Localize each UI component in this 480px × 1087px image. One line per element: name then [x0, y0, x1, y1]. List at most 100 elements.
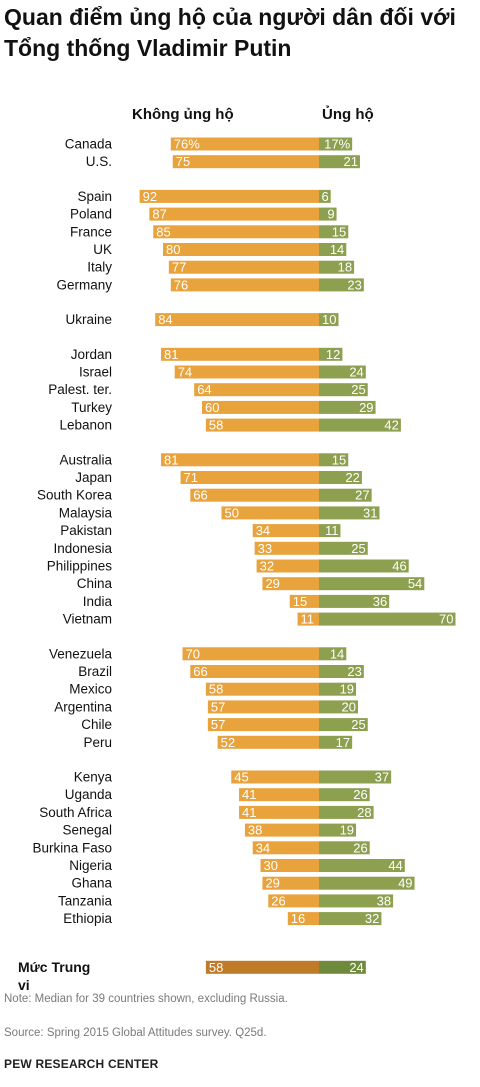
bar-oppose-lebanon — [205, 418, 319, 432]
country-label-chile: Chile — [81, 717, 112, 732]
value-oppose-japan: 71 — [184, 470, 198, 485]
bar-oppose-ghana — [262, 876, 319, 890]
value-support-tanzania: 38 — [377, 893, 391, 908]
bar-support-burkina-faso — [319, 841, 370, 855]
country-label-jordan: Jordan — [71, 347, 112, 362]
bar-support-nigeria — [319, 859, 405, 872]
value-oppose-nigeria: 30 — [264, 858, 278, 873]
country-label-south-africa: South Africa — [39, 805, 112, 820]
bar-oppose-argentina — [207, 700, 319, 714]
bar-oppose-indonesia — [254, 541, 319, 555]
bar-support-japan — [319, 471, 362, 484]
diverging-bar-chart: Canada 76% 17% U.S. 75 21 Spain 92 6 Poland 87 9 Fra… — [18, 137, 456, 990]
value-support-brazil: 23 — [347, 664, 361, 679]
bar-oppose-brazil — [190, 665, 319, 678]
value-oppose-vietnam: 11 — [301, 612, 315, 627]
value-oppose-jordan: 81 — [164, 347, 178, 362]
value-support-u-s: 21 — [343, 154, 357, 169]
value-support-canada: 17% — [324, 137, 350, 152]
bar-oppose-israel — [174, 365, 319, 379]
country-label-spain: Spain — [77, 189, 112, 204]
country-label-italy: Italy — [87, 260, 112, 275]
bar-support-germany — [319, 278, 364, 292]
value-support-mexico: 19 — [340, 682, 354, 697]
bar-support-median — [319, 960, 366, 974]
value-oppose-peru: 52 — [221, 735, 235, 750]
value-support-burkina-faso: 26 — [353, 840, 367, 855]
bar-oppose-canada — [170, 137, 319, 151]
country-label-canada: Canada — [65, 137, 113, 152]
bar-oppose-peru — [217, 735, 319, 749]
bar-support-canada — [319, 137, 353, 151]
country-label-senegal: Senegal — [62, 823, 112, 838]
bar-support-poland — [319, 207, 337, 221]
bar-oppose-spain — [139, 189, 319, 203]
value-oppose-malaysia: 50 — [225, 505, 239, 520]
value-support-poland: 9 — [327, 207, 334, 222]
median-label-line-1: Mức Trung — [18, 959, 90, 975]
bar-oppose-turkey — [202, 400, 319, 414]
bar-support-china — [319, 577, 425, 591]
country-label-peru: Peru — [83, 735, 112, 750]
bar-oppose-south-korea — [190, 488, 319, 502]
value-oppose-turkey: 60 — [205, 400, 219, 415]
value-oppose-mexico: 58 — [209, 682, 223, 697]
value-support-india: 36 — [373, 594, 387, 609]
value-support-malaysia: 31 — [363, 505, 377, 520]
country-label-nigeria: Nigeria — [69, 858, 112, 873]
bar-support-turkey — [319, 400, 376, 414]
country-label-uk: UK — [93, 242, 112, 257]
value-support-italy: 18 — [338, 260, 352, 275]
country-label-ghana: Ghana — [71, 876, 112, 891]
value-support-peru: 17 — [336, 735, 350, 750]
value-support-south-korea: 27 — [355, 488, 369, 503]
country-label-tanzania: Tanzania — [58, 893, 113, 908]
median-label-line-2: vị — [18, 977, 30, 990]
bar-support-brazil — [319, 665, 364, 678]
country-label-japan: Japan — [75, 470, 112, 485]
bar-oppose-poland — [149, 207, 319, 221]
value-support-israel: 24 — [349, 365, 363, 380]
country-label-germany: Germany — [56, 277, 112, 292]
country-label-uganda: Uganda — [65, 787, 113, 802]
value-oppose-germany: 76 — [174, 277, 188, 292]
value-support-lebanon: 42 — [384, 418, 398, 433]
bar-support-palest-ter — [319, 383, 368, 397]
value-oppose-south-africa: 41 — [242, 805, 256, 820]
country-label-israel: Israel — [79, 365, 112, 380]
value-support-ghana: 49 — [398, 876, 412, 891]
value-oppose-uganda: 41 — [242, 787, 256, 802]
value-oppose-ghana: 29 — [265, 876, 279, 891]
bar-oppose-india — [289, 594, 319, 608]
bar-support-lebanon — [319, 418, 401, 432]
bar-support-argentina — [319, 700, 358, 714]
bar-support-france — [319, 225, 349, 239]
organization-credit: PEW RESEARCH CENTER — [4, 1057, 159, 1071]
bar-support-indonesia — [319, 541, 368, 555]
bar-oppose-china — [262, 577, 319, 591]
value-support-japan: 22 — [345, 470, 359, 485]
value-oppose-venezuela: 70 — [186, 646, 200, 661]
value-support-jordan: 12 — [326, 347, 340, 362]
value-oppose-chile: 57 — [211, 717, 225, 732]
value-support-indonesia: 25 — [351, 541, 365, 556]
bar-support-israel — [319, 365, 366, 379]
bar-oppose-burkina-faso — [252, 841, 319, 855]
country-label-kenya: Kenya — [74, 770, 113, 785]
value-support-vietnam: 70 — [439, 612, 453, 627]
bar-support-south-korea — [319, 488, 372, 502]
value-support-palest-ter: 25 — [351, 382, 365, 397]
value-oppose-brazil: 66 — [193, 664, 207, 679]
country-label-venezuela: Venezuela — [49, 646, 113, 661]
country-label-malaysia: Malaysia — [59, 505, 113, 520]
bar-support-venezuela — [319, 647, 347, 661]
value-oppose-poland: 87 — [152, 207, 166, 222]
country-label-brazil: Brazil — [78, 664, 112, 679]
bar-oppose-vietnam — [297, 612, 319, 626]
country-label-mexico: Mexico — [69, 682, 112, 697]
bar-support-chile — [319, 718, 368, 732]
value-support-venezuela: 14 — [330, 646, 344, 661]
value-oppose-ukraine: 84 — [158, 312, 172, 327]
value-oppose-palest-ter: 64 — [197, 382, 211, 397]
bar-oppose-italy — [168, 260, 319, 274]
